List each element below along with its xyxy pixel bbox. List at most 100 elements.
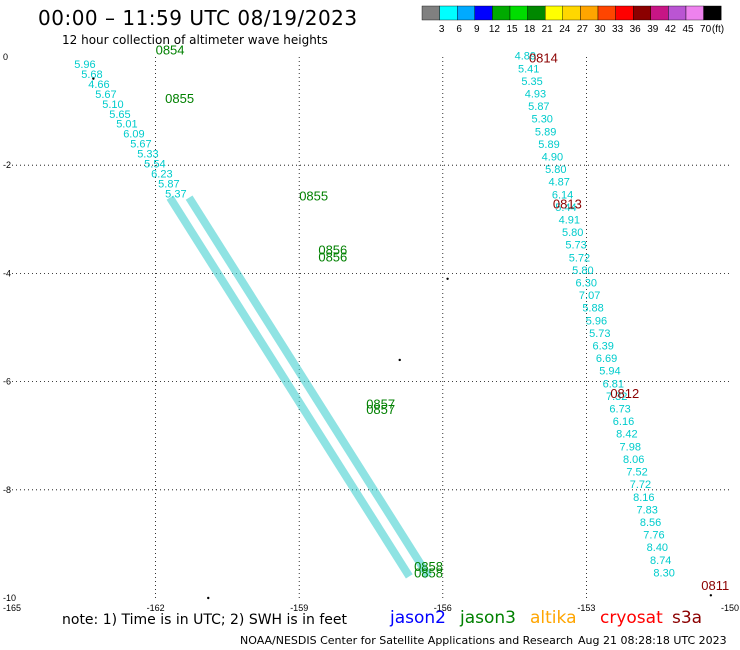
legend-label: 15 (506, 24, 518, 35)
legend-label: 12 (489, 24, 501, 35)
legend-swatch (650, 5, 669, 21)
jason3-time-label: 0858 (414, 565, 443, 580)
track2-swh-label: 5.41 (518, 63, 539, 75)
legend-label: (ft) (712, 24, 724, 35)
island-mark (207, 596, 210, 600)
mission-altika: altika (530, 608, 577, 628)
track2-swh-label: 8.40 (647, 542, 668, 554)
legend-swatch (545, 5, 564, 21)
track1-band-b (185, 195, 432, 579)
track1-swh-label: 5.68 (81, 69, 102, 81)
y-tick-label: -4 (3, 268, 11, 278)
island-mark (398, 358, 401, 362)
track2-swh-label: 6.73 (609, 404, 630, 416)
track2-swh-label: 5.88 (582, 303, 603, 315)
legend-swatch (457, 5, 476, 21)
track2-swh-label: 5.30 (532, 114, 553, 126)
track2-swh-label: 4.93 (525, 89, 546, 101)
mission-s3a: s3a (672, 608, 703, 628)
track1-swh-label: 5.65 (109, 109, 130, 121)
legend-label: 45 (682, 24, 694, 35)
track2-swh-label: 5.96 (586, 315, 607, 327)
footer-source: NOAA/NESDIS Center for Satellite Applica… (240, 634, 574, 647)
track2-swh-label: 7.98 (620, 441, 641, 453)
y-tick-label: -2 (3, 160, 11, 170)
cryosat-time-label: 0813 (553, 196, 582, 211)
legend-label: 39 (647, 24, 659, 35)
track2-swh-label: 7.32 (606, 391, 627, 403)
legend-swatch (474, 5, 493, 21)
track2-swh-label: 6.69 (596, 353, 617, 365)
x-tick-label: -159 (290, 603, 308, 613)
mission-jason3: jason3 (460, 608, 516, 628)
legend-label: 3 (439, 24, 445, 35)
track1-swh-label: 6.09 (123, 129, 144, 141)
legend-swatch (597, 5, 616, 21)
legend-swatch (668, 5, 687, 21)
legend-swatch (421, 5, 440, 21)
track2-swh-label: 8.16 (633, 492, 654, 504)
legend-swatch (509, 5, 528, 21)
island-mark (446, 277, 449, 281)
jason3-time-label: 0855 (165, 91, 194, 106)
color-legend: 3 6 9 12 15 18 21 24 27 30 33 36 39 42 45 70 (ft) (421, 5, 724, 35)
chart-title: 00:00 – 11:59 UTC 08/19/2023 (38, 6, 358, 30)
track1-swh-label: 5.01 (116, 119, 137, 131)
y-tick-label: -10 (3, 593, 16, 603)
legend-swatch (562, 5, 581, 21)
track2-swh-labels: 4.895.415.354.935.875.305.895.894.905.80… (515, 51, 675, 580)
legend-label: 21 (542, 24, 554, 35)
track2-swh-label: 6.16 (613, 416, 634, 428)
track2-swh-label: 4.91 (559, 215, 580, 227)
track2-swh-label: 5.72 (569, 252, 590, 264)
cryosat-time-label: 0811 (701, 578, 729, 593)
track2-swh-label: 6.30 (576, 278, 597, 290)
track2-swh-label: 5.89 (538, 139, 559, 151)
track2-swh-label: 8.42 (616, 429, 637, 441)
track2-swh-label: 7.83 (636, 504, 657, 516)
jason3-time-label: 0856 (318, 249, 347, 264)
track2-swh-label: 5.89 (535, 126, 556, 138)
chart-subtitle: 12 hour collection of altimeter wave hei… (62, 33, 328, 47)
track1-swh-label: 6.23 (151, 169, 172, 181)
track2-swh-label: 5.35 (521, 76, 542, 88)
legend-swatch (615, 5, 634, 21)
track1-swh-label: 5.33 (137, 149, 158, 161)
track2-swh-label: 5.80 (545, 164, 566, 176)
cryosat-time-label: 0812 (610, 386, 639, 401)
legend-swatch (527, 5, 546, 21)
track2-swh-label: 7.72 (630, 479, 651, 491)
track2-swh-label: 5.44 (555, 202, 576, 214)
x-tick-label: -150 (721, 603, 739, 613)
y-tick-label: 0 (3, 52, 8, 62)
x-tick-label: -165 (3, 603, 21, 613)
jason3-time-label: 0858 (414, 559, 443, 574)
track1-swh-label: 5.54 (144, 159, 165, 171)
track2-swh-label: 6.81 (603, 378, 624, 390)
track2-swh-label: 5.73 (589, 328, 610, 340)
island-mark (92, 77, 95, 80)
y-tick-label: -6 (3, 377, 11, 387)
legend-label: 18 (524, 24, 536, 35)
track-glyphs (166, 195, 432, 579)
legend-label: 6 (456, 24, 462, 35)
track2-swh-label: 6.39 (592, 341, 613, 353)
track2-swh-label: 8.30 (653, 567, 674, 579)
legend-label: 42 (665, 24, 677, 35)
legend-swatch (703, 5, 722, 21)
jason3-time-label: 0857 (366, 397, 395, 412)
track1-swh-label: 5.67 (95, 89, 116, 101)
track2-swh-label: 4.90 (542, 152, 563, 164)
jason3-time-label: 0855 (299, 188, 328, 203)
cryosat-time-label: 0814 (529, 50, 558, 65)
track2-swh-label: 5.73 (565, 240, 586, 252)
legend-label: 33 (612, 24, 624, 35)
track1-swh-label: 5.87 (158, 179, 179, 191)
x-tick-label: -153 (577, 603, 595, 613)
track2-swh-label: 8.74 (650, 555, 671, 567)
x-tick-label: -156 (434, 603, 452, 613)
footnote: note: 1) Time is in UTC; 2) SWH is in fe… (62, 612, 348, 628)
mission-cryosat: cryosat (600, 608, 663, 628)
track2-swh-label: 8.06 (623, 454, 644, 466)
